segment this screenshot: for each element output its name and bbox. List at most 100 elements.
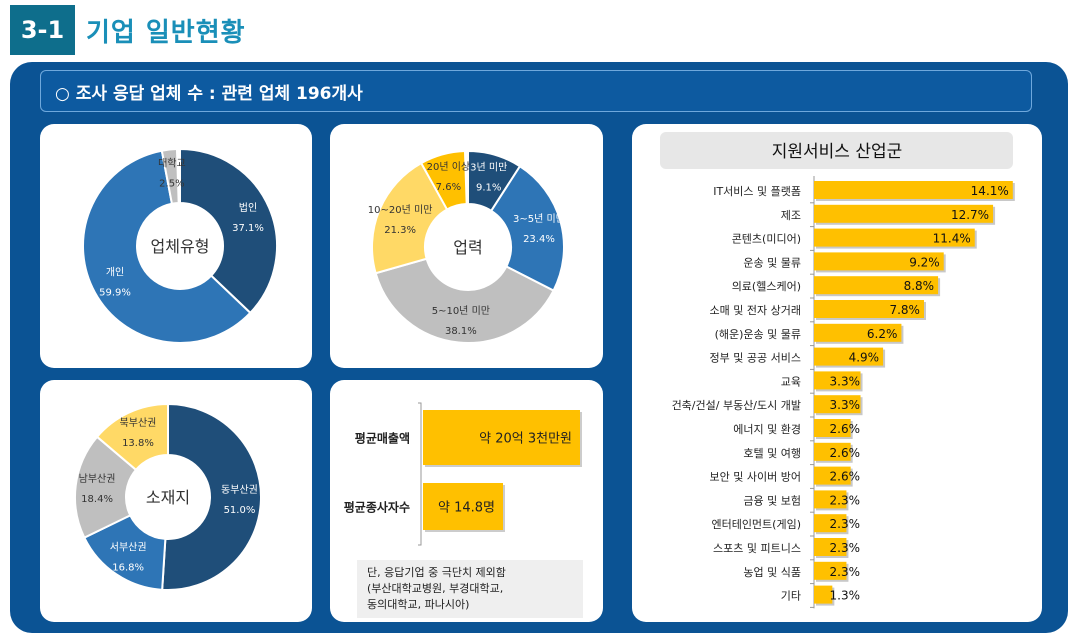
slice-value: 2.5% <box>159 178 184 189</box>
bar <box>814 442 851 461</box>
bar-label: 약 20억 3천만원 <box>479 432 572 447</box>
slice-0 <box>161 402 262 591</box>
slice-value: 37.1% <box>232 223 264 234</box>
slice-3 <box>95 402 169 472</box>
slice-value: 59.9% <box>99 287 131 298</box>
slice-2 <box>74 435 138 539</box>
slice-value: 13.8% <box>122 438 154 449</box>
bar <box>814 371 861 390</box>
donut-center-title: 소재지 <box>146 488 190 507</box>
slice-0 <box>179 147 278 315</box>
category-label: 평균매출액 <box>355 431 410 446</box>
slice-2 <box>160 148 180 205</box>
slice-label: 10~20년 미만 <box>368 204 433 216</box>
bar-value: 1.3% <box>830 589 861 603</box>
slice-label: 20년 이상 <box>427 161 471 173</box>
card-industry: 지원서비스 산업군 14.1% IT서비스 및 플랫폼 12.7% 제조 11.4% 콘텐츠… <box>632 124 1042 622</box>
donut-location: 동부산권 51.0% 서부산권 16.8% 남부산권 18.4% 북부산권 13.8% 소재지 <box>74 402 262 591</box>
chart-title: 지원서비스 산업군 <box>772 142 903 162</box>
bar <box>814 585 833 604</box>
card-location: 동부산권 51.0% 서부산권 16.8% 남부산권 18.4% 북부산권 13.8% 소재지 <box>40 380 312 622</box>
bar <box>814 204 994 223</box>
card-business-age: 3년 미만 9.1% 3~5년 미만 23.4% 5~10년 미만 38.1% 10~20년… <box>330 124 603 368</box>
donut-center-title: 업체유형 <box>151 237 210 256</box>
category-label: 제조 <box>781 209 801 222</box>
bar-value: 12.7% <box>951 208 989 222</box>
category-label: 정부 및 공공 서비스 <box>710 352 801 365</box>
bar-value: 2.6% <box>830 422 861 436</box>
category-label: 운송 및 물류 <box>743 256 801 269</box>
donut-center-title: 업력 <box>453 238 482 257</box>
bar <box>814 466 851 485</box>
category-label: 보안 및 사이버 방어 <box>710 471 801 484</box>
bar-value: 8.8% <box>904 279 935 293</box>
slice-value: 18.4% <box>81 494 113 505</box>
category-label: 소매 및 전자 상거래 <box>710 304 801 317</box>
category-label: 의료(헬스케어) <box>732 280 801 293</box>
card-company-type: 법인 37.1% 개인 59.9% 대학교 2.5% 업체유형 <box>40 124 312 368</box>
slice-label: 5~10년 미만 <box>432 305 490 317</box>
slice-label: 서부산권 <box>110 541 147 553</box>
bar-value: 2.3% <box>830 541 861 555</box>
category-label: 농업 및 식품 <box>743 566 801 579</box>
slice-value: 21.3% <box>384 225 416 236</box>
industry-bar-chart: 지원서비스 산업군 14.1% IT서비스 및 플랫폼 12.7% 제조 11.4% 콘텐츠… <box>660 132 1015 609</box>
bar <box>814 395 861 414</box>
bar <box>814 514 847 533</box>
category-label: 건축/건설/ 부동산/도시 개발 <box>672 399 801 412</box>
slice-4 <box>419 150 468 211</box>
category-label: IT서비스 및 플랫폼 <box>713 185 801 198</box>
slice-label: 동부산권 <box>221 484 258 496</box>
donut-company-type: 법인 37.1% 개인 59.9% 대학교 2.5% 업체유형 <box>82 147 278 344</box>
bar-value: 9.2% <box>909 255 940 269</box>
slice-value: 23.4% <box>523 234 555 245</box>
bar <box>423 410 580 465</box>
category-label: 스포츠 및 피트니스 <box>713 542 801 555</box>
donut-business-age: 3년 미만 9.1% 3~5년 미만 23.4% 5~10년 미만 38.1% 10~20년… <box>368 149 565 344</box>
category-label: (해운)운송 및 물류 <box>715 327 801 341</box>
category-label: 엔터테인먼트(게임) <box>711 518 801 531</box>
slice-value: 51.0% <box>224 505 256 516</box>
bar-value: 2.6% <box>830 446 861 460</box>
bar <box>814 323 902 342</box>
slice-label: 개인 <box>106 266 124 278</box>
note-line: 동의대학교, 파나시아) <box>367 598 470 611</box>
slice-label: 3년 미만 <box>470 161 507 173</box>
bar-value: 2.3% <box>830 493 861 507</box>
slice-label: 법인 <box>239 202 257 214</box>
bar-value: 2.6% <box>830 470 861 484</box>
bar-value: 6.2% <box>867 327 898 341</box>
bar <box>423 483 503 530</box>
bar <box>814 300 924 318</box>
slice-value: 16.8% <box>112 562 144 573</box>
bar <box>814 181 1013 199</box>
slice-value: 7.6% <box>436 182 461 193</box>
slice-1 <box>489 164 565 292</box>
bar <box>814 561 847 580</box>
bar-value: 2.3% <box>830 517 861 531</box>
slice-value: 38.1% <box>445 326 477 337</box>
bar-value: 2.3% <box>830 565 861 579</box>
section-badge: 3-1 <box>10 5 75 55</box>
bar <box>814 347 884 366</box>
slice-label: 남부산권 <box>79 473 116 485</box>
bar <box>814 228 975 247</box>
category-label: 호텔 및 여행 <box>743 447 801 460</box>
bar <box>814 538 847 556</box>
bar <box>814 276 939 295</box>
bar-value: 3.3% <box>830 398 861 412</box>
footnote: 단, 응답기업 중 극단치 제외함 (부산대학교병원, 부경대학교, 동의대학교… <box>357 560 583 618</box>
slice-label: 3~5년 미만 <box>513 213 565 225</box>
bar-value: 3.3% <box>830 374 861 388</box>
category-label: 에너지 및 환경 <box>733 423 801 436</box>
category-label: 평균종사자수 <box>344 500 410 515</box>
bar-value: 4.9% <box>849 351 880 365</box>
bar <box>814 419 851 437</box>
slice-value: 9.1% <box>476 182 501 193</box>
slice-label: 대학교 <box>158 157 186 169</box>
slice-3 <box>371 161 449 275</box>
slice-1 <box>82 149 252 344</box>
category-label: 기타 <box>781 590 801 603</box>
summary-banner: ○ 조사 응답 업체 수 : 관련 업체 196개사 <box>40 70 1032 112</box>
